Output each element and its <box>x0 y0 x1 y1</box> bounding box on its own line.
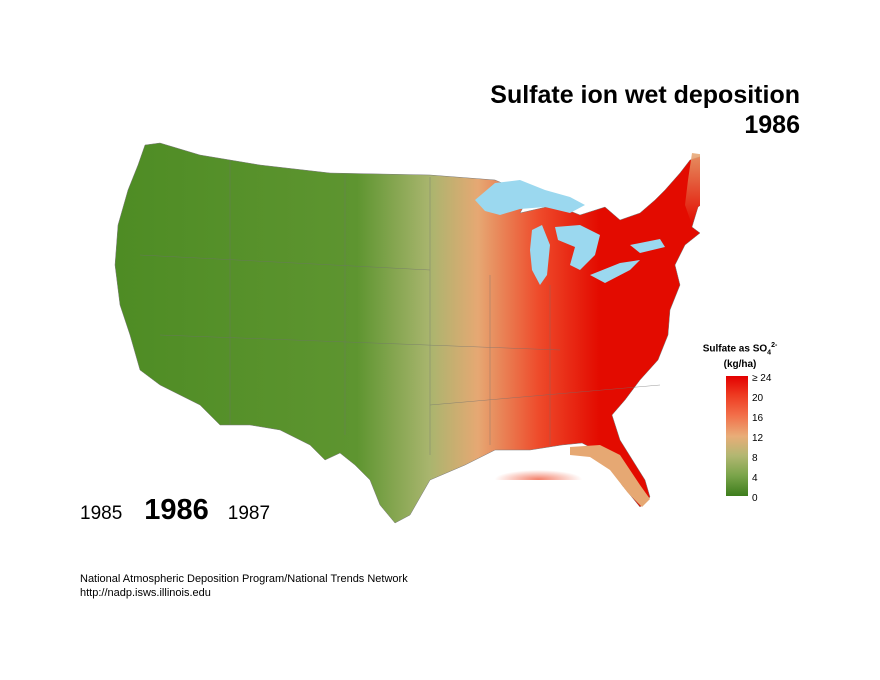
us-landmass <box>114 142 700 524</box>
florida-region <box>570 445 650 507</box>
title-block: Sulfate ion wet deposition 1986 <box>490 80 800 140</box>
map-title: Sulfate ion wet deposition <box>490 81 800 109</box>
us-deposition-map <box>114 142 700 524</box>
legend-tick-8: 8 <box>752 453 758 464</box>
lake-ontario <box>630 239 665 253</box>
legend-title-prefix: Sulfate as SO <box>702 343 768 355</box>
legend-tick-4: 4 <box>752 473 758 484</box>
footer: National Atmospheric Deposition Program/… <box>80 572 408 600</box>
previous-year-link[interactable]: 1985 <box>80 503 123 524</box>
footer-url[interactable]: http://nadp.isws.illinois.edu <box>80 587 211 599</box>
legend-tick-12: 12 <box>752 433 764 444</box>
lake-superior <box>475 180 585 215</box>
footer-organization: National Atmospheric Deposition Program/… <box>80 573 408 585</box>
legend-title: Sulfate as SO42- <box>700 340 780 359</box>
map-year-heading: 1986 <box>744 111 800 139</box>
legend-tick-20: 20 <box>752 393 764 404</box>
legend-tick-16: 16 <box>752 413 764 424</box>
gulf-coast-region <box>430 443 605 480</box>
great-lakes <box>475 180 665 285</box>
year-navigation: 1985 1986 1987 <box>80 494 270 527</box>
lake-erie <box>590 260 640 283</box>
new-england-region <box>685 153 700 225</box>
next-year-link[interactable]: 1987 <box>227 503 271 524</box>
legend-tick-0: 0 <box>752 493 758 504</box>
legend-unit: (kg/ha) <box>723 359 757 371</box>
current-year-label: 1986 <box>144 494 209 526</box>
state-boundaries <box>139 160 661 455</box>
legend-title-superscript: 2- <box>771 342 778 349</box>
legend-title-subscript: 4 <box>767 349 772 357</box>
legend: Sulfate as SO42- (kg/ha) ≥ 24 20 16 12 8… <box>700 340 810 504</box>
legend-tick-24: ≥ 24 <box>752 373 772 384</box>
lake-huron <box>555 225 600 270</box>
lake-michigan <box>530 225 550 285</box>
legend-color-bar <box>726 376 748 496</box>
